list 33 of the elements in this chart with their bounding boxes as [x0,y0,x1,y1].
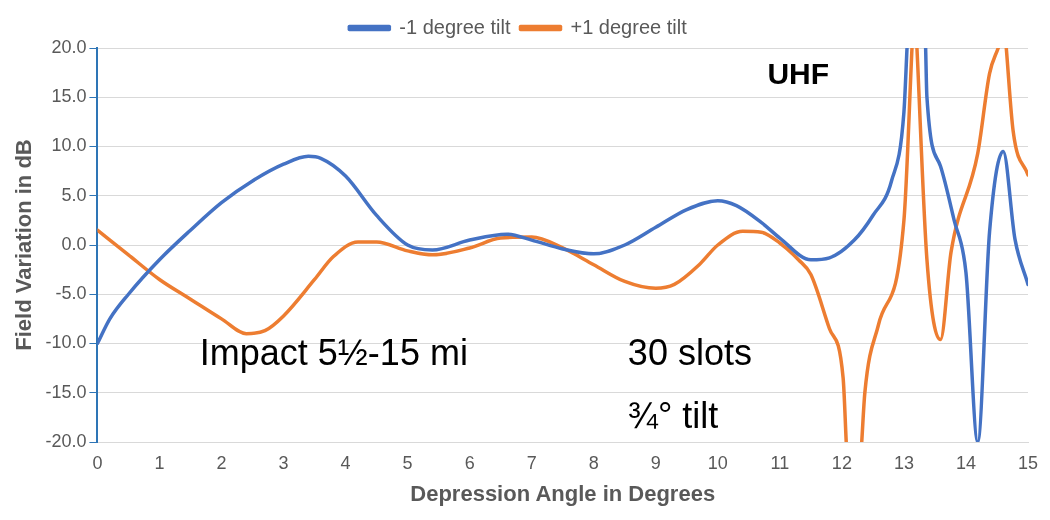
x-tick-label: 15 [1017,452,1039,473]
legend-label: +1 degree tilt [570,15,688,38]
y-tick-label: -20.0 [45,430,87,451]
y-tick-label: 10.0 [51,135,87,156]
annotation: UHF [767,56,830,90]
x-tick-label: 5 [402,452,413,473]
x-tick-label: 4 [340,452,351,473]
x-tick-label: 2 [216,452,227,473]
x-tick-label: 13 [893,452,914,473]
y-tick-label: -5.0 [55,283,87,304]
x-tick-label: 1 [154,452,165,473]
x-tick-label: 12 [831,452,852,473]
y-tick-label: 20.0 [51,36,87,57]
x-tick-label: 6 [464,452,475,473]
x-tick-label: 8 [588,452,599,473]
annotation: 30 slots [627,332,752,374]
x-axis-title: Depression Angle in Degrees [410,480,716,506]
x-tick-label: 0 [92,452,103,473]
x-tick-label: 7 [526,452,537,473]
y-tick-label: 15.0 [51,86,87,107]
x-tick-label: 9 [650,452,661,473]
annotation: Impact 5½-15 mi [199,332,468,374]
y-tick-label: 5.0 [61,184,87,205]
x-tick-label: 3 [278,452,289,473]
y-tick-label: -15.0 [45,381,87,402]
legend-label: -1 degree tilt [399,15,511,38]
y-tick-label: -10.0 [45,332,87,353]
x-tick-label: 10 [707,452,728,473]
y-axis-title: Field Variation in dB [11,139,37,351]
x-tick-label: 11 [770,452,790,473]
annotation: ¾° tilt [627,395,719,437]
y-tick-label: 0.0 [61,233,87,254]
x-tick-label: 14 [955,452,976,473]
